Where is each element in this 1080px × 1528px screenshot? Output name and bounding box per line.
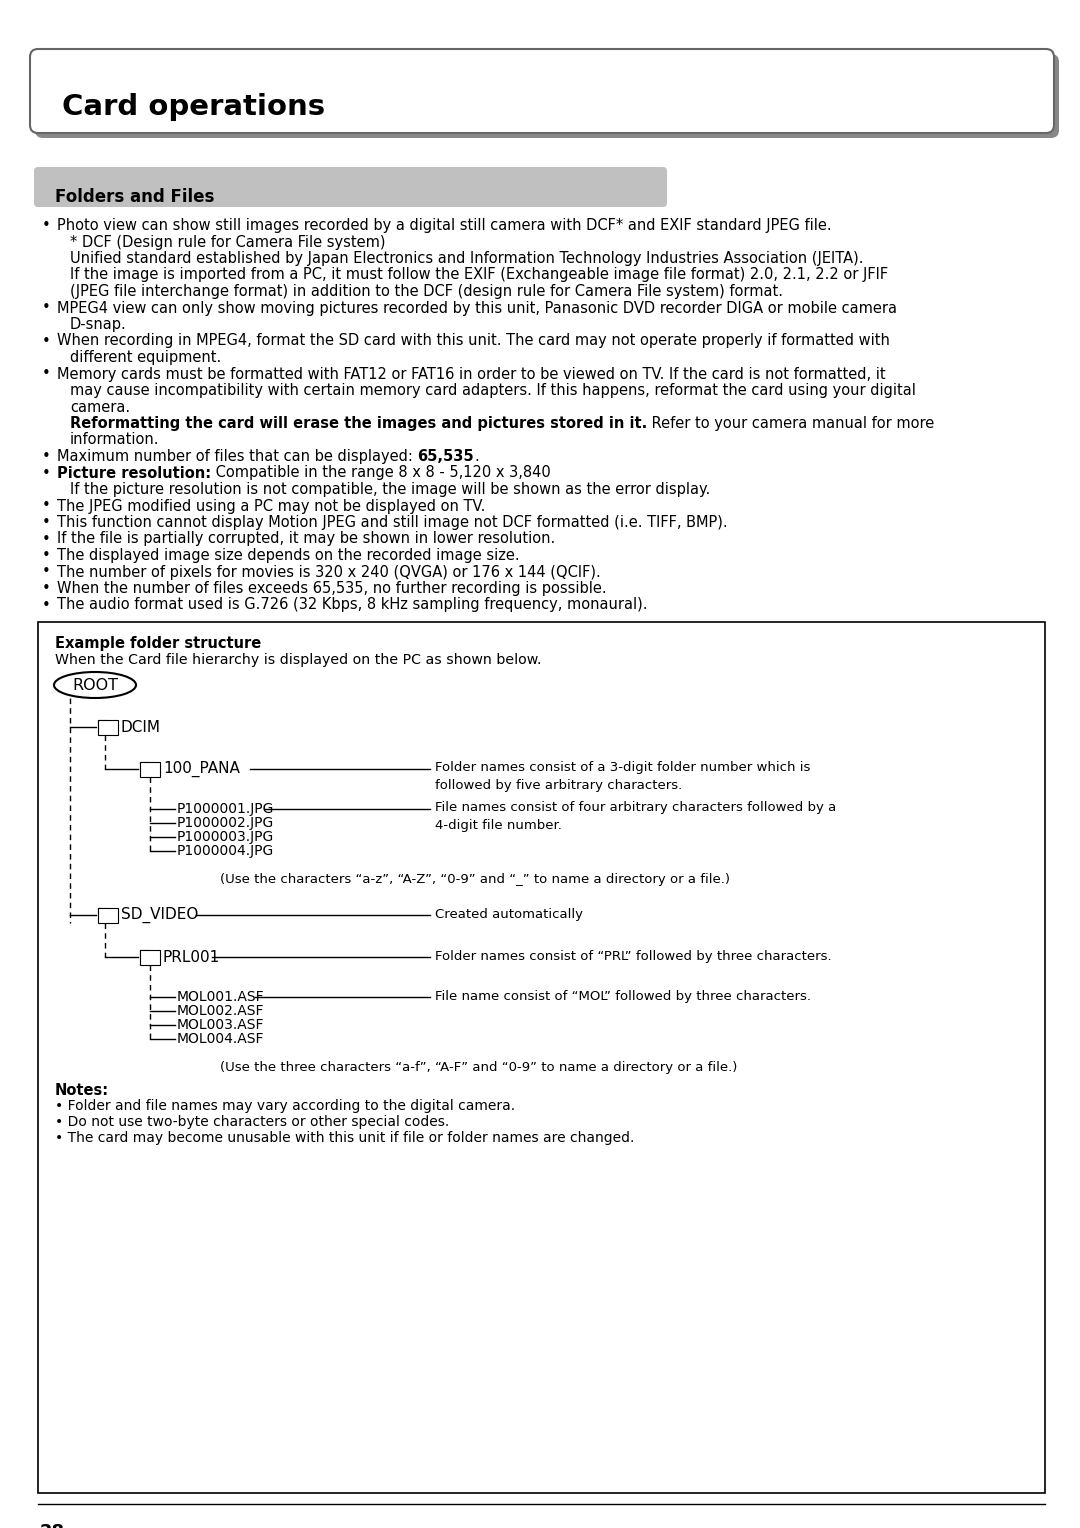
Text: Example folder structure: Example folder structure bbox=[55, 636, 261, 651]
Text: The audio format used is G.726 (32 Kbps, 8 kHz sampling frequency, monaural).: The audio format used is G.726 (32 Kbps,… bbox=[57, 597, 648, 613]
Bar bbox=[140, 950, 149, 955]
Text: Folder names consist of “PRL” followed by three characters.: Folder names consist of “PRL” followed b… bbox=[435, 950, 832, 963]
Text: •: • bbox=[42, 597, 51, 613]
Text: The number of pixels for movies is 320 x 240 (QVGA) or 176 x 144 (QCIF).: The number of pixels for movies is 320 x… bbox=[57, 564, 600, 579]
FancyBboxPatch shape bbox=[33, 167, 667, 206]
Text: (Use the characters “a-z”, “A-Z”, “0-9” and “_” to name a directory or a file.): (Use the characters “a-z”, “A-Z”, “0-9” … bbox=[220, 872, 730, 886]
Text: This function cannot display Motion JPEG and still image not DCF formatted (i.e.: This function cannot display Motion JPEG… bbox=[57, 515, 728, 530]
Text: Maximum number of files that can be displayed:: Maximum number of files that can be disp… bbox=[57, 449, 418, 465]
Text: Card operations: Card operations bbox=[62, 93, 325, 121]
Text: MPEG4 view can only show moving pictures recorded by this unit, Panasonic DVD re: MPEG4 view can only show moving pictures… bbox=[57, 301, 897, 315]
Text: • The card may become unusable with this unit if file or folder names are change: • The card may become unusable with this… bbox=[55, 1131, 634, 1144]
Text: When the Card file hierarchy is displayed on the PC as shown below.: When the Card file hierarchy is displaye… bbox=[55, 652, 541, 668]
Text: P1000004.JPG: P1000004.JPG bbox=[177, 843, 274, 859]
Text: •: • bbox=[42, 564, 51, 579]
Bar bbox=[98, 908, 107, 914]
Text: ROOT: ROOT bbox=[72, 677, 118, 692]
Text: Unified standard established by Japan Electronics and Information Technology Ind: Unified standard established by Japan El… bbox=[70, 251, 864, 266]
Text: •: • bbox=[42, 219, 51, 232]
Text: * DCF (Design rule for Camera File system): * DCF (Design rule for Camera File syste… bbox=[70, 234, 386, 249]
Text: •: • bbox=[42, 449, 51, 465]
Bar bbox=[98, 720, 107, 724]
Text: D-snap.: D-snap. bbox=[70, 316, 126, 332]
Text: The JPEG modified using a PC may not be displayed on TV.: The JPEG modified using a PC may not be … bbox=[57, 498, 485, 513]
Bar bbox=[140, 762, 149, 767]
Text: Memory cards must be formatted with FAT12 or FAT16 in order to be viewed on TV. : Memory cards must be formatted with FAT1… bbox=[57, 367, 886, 382]
Text: P1000001.JPG: P1000001.JPG bbox=[177, 802, 274, 816]
Text: 4-digit file number.: 4-digit file number. bbox=[435, 819, 562, 833]
Text: • Folder and file names may vary according to the digital camera.: • Folder and file names may vary accordi… bbox=[55, 1099, 515, 1112]
Text: .: . bbox=[474, 449, 478, 465]
Text: When the number of files exceeds 65,535, no further recording is possible.: When the number of files exceeds 65,535,… bbox=[57, 581, 607, 596]
Text: camera.: camera. bbox=[70, 399, 130, 414]
Text: Compatible in the range 8 x 8 - 5,120 x 3,840: Compatible in the range 8 x 8 - 5,120 x … bbox=[211, 466, 551, 480]
Text: followed by five arbitrary characters.: followed by five arbitrary characters. bbox=[435, 779, 683, 792]
Text: different equipment.: different equipment. bbox=[70, 350, 221, 365]
Text: File name consist of “MOL” followed by three characters.: File name consist of “MOL” followed by t… bbox=[435, 990, 811, 1002]
Text: Created automatically: Created automatically bbox=[435, 908, 583, 921]
Text: •: • bbox=[42, 498, 51, 513]
Text: The displayed image size depends on the recorded image size.: The displayed image size depends on the … bbox=[57, 549, 519, 562]
Text: Photo view can show still images recorded by a digital still camera with DCF* an: Photo view can show still images recorde… bbox=[57, 219, 832, 232]
Text: Folder names consist of a 3-digit folder number which is: Folder names consist of a 3-digit folder… bbox=[435, 761, 810, 775]
Text: DCIM: DCIM bbox=[121, 720, 161, 735]
Ellipse shape bbox=[54, 672, 136, 698]
Text: Folders and Files: Folders and Files bbox=[55, 188, 214, 206]
Bar bbox=[38, 622, 1045, 1493]
Text: •: • bbox=[42, 367, 51, 382]
Text: If the picture resolution is not compatible, the image will be shown as the erro: If the picture resolution is not compati… bbox=[70, 481, 711, 497]
Text: If the image is imported from a PC, it must follow the EXIF (Exchangeable image : If the image is imported from a PC, it m… bbox=[70, 267, 888, 283]
Text: •: • bbox=[42, 581, 51, 596]
FancyBboxPatch shape bbox=[35, 53, 1059, 138]
Text: •: • bbox=[42, 549, 51, 562]
Text: (JPEG file interchange format) in addition to the DCF (design rule for Camera Fi: (JPEG file interchange format) in additi… bbox=[70, 284, 783, 299]
Text: P1000003.JPG: P1000003.JPG bbox=[177, 830, 274, 843]
Bar bbox=[140, 950, 160, 966]
Text: • Do not use two-byte characters or other special codes.: • Do not use two-byte characters or othe… bbox=[55, 1115, 449, 1129]
Bar bbox=[98, 908, 118, 923]
Text: •: • bbox=[42, 515, 51, 530]
Text: may cause incompatibility with certain memory card adapters. If this happens, re: may cause incompatibility with certain m… bbox=[70, 384, 916, 397]
Text: Refer to your camera manual for more: Refer to your camera manual for more bbox=[647, 416, 934, 431]
Text: P1000002.JPG: P1000002.JPG bbox=[177, 816, 274, 830]
Text: MOL001.ASF: MOL001.ASF bbox=[177, 990, 265, 1004]
Text: •: • bbox=[42, 301, 51, 315]
Text: SD_VIDEO: SD_VIDEO bbox=[121, 908, 199, 923]
Text: MOL002.ASF: MOL002.ASF bbox=[177, 1004, 265, 1018]
Text: PRL001: PRL001 bbox=[163, 949, 220, 964]
Text: information.: information. bbox=[70, 432, 160, 448]
Text: 100_PANA: 100_PANA bbox=[163, 761, 240, 778]
Text: •: • bbox=[42, 333, 51, 348]
Text: File names consist of four arbitrary characters followed by a: File names consist of four arbitrary cha… bbox=[435, 801, 836, 814]
Text: Picture resolution:: Picture resolution: bbox=[57, 466, 211, 480]
FancyBboxPatch shape bbox=[30, 49, 1054, 133]
Text: Notes:: Notes: bbox=[55, 1083, 109, 1099]
Bar bbox=[140, 762, 160, 778]
Text: When recording in MPEG4, format the SD card with this unit. The card may not ope: When recording in MPEG4, format the SD c… bbox=[57, 333, 890, 348]
Text: MOL003.ASF: MOL003.ASF bbox=[177, 1018, 265, 1031]
Text: MOL004.ASF: MOL004.ASF bbox=[177, 1031, 265, 1047]
Bar bbox=[98, 720, 118, 735]
Text: Reformatting the card will erase the images and pictures stored in it.: Reformatting the card will erase the ima… bbox=[70, 416, 647, 431]
Text: 65,535: 65,535 bbox=[418, 449, 474, 465]
Text: •: • bbox=[42, 466, 51, 480]
Text: •: • bbox=[42, 532, 51, 547]
Text: (Use the three characters “a-f”, “A-F” and “0-9” to name a directory or a file.): (Use the three characters “a-f”, “A-F” a… bbox=[220, 1060, 738, 1074]
Text: If the file is partially corrupted, it may be shown in lower resolution.: If the file is partially corrupted, it m… bbox=[57, 532, 555, 547]
Text: 28: 28 bbox=[40, 1523, 65, 1528]
